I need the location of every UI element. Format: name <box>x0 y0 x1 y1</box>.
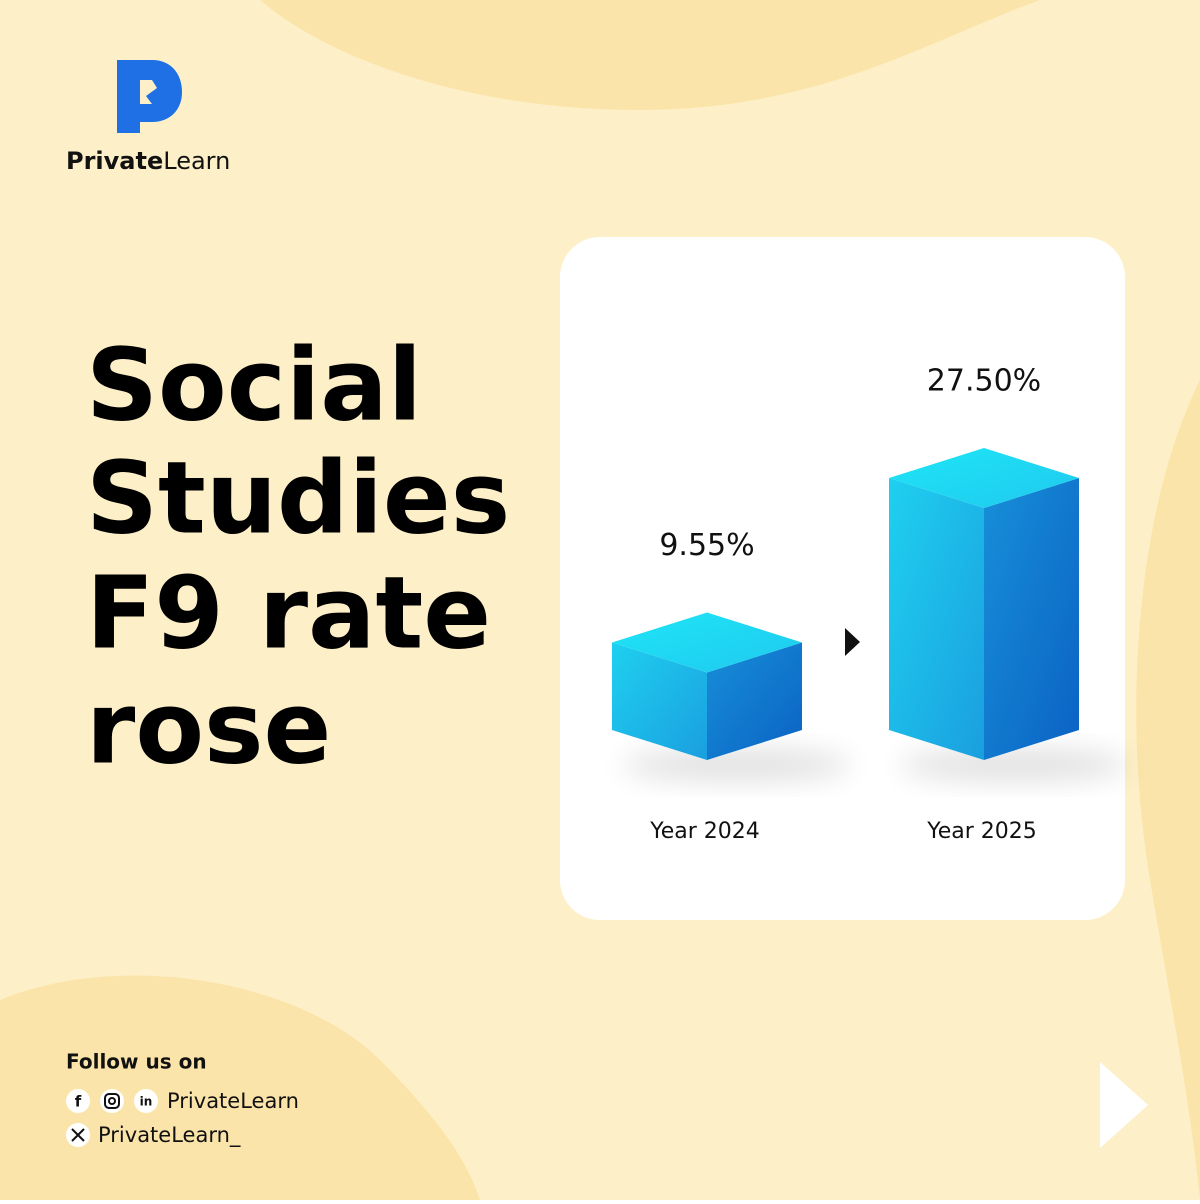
blob <box>260 0 1040 110</box>
headline-line: Studies <box>86 439 510 556</box>
x-handle: PrivateLearn_ <box>98 1123 241 1148</box>
follow-label: Follow us on <box>66 1050 207 1074</box>
bar-left-face <box>889 478 984 760</box>
arrow <box>845 628 860 656</box>
headline: Social Studies F9 rate rose <box>86 326 510 786</box>
bar-right-face <box>984 478 1079 760</box>
bar-top-face <box>612 612 802 673</box>
value-label: 9.55% <box>659 528 754 563</box>
headline-line: F9 rate <box>86 554 491 671</box>
bar-right-face <box>707 642 802 760</box>
blob <box>1136 380 1200 1200</box>
bar-shadow <box>899 749 1129 781</box>
value-label: 27.50% <box>927 364 1041 399</box>
bar <box>612 612 852 781</box>
next-arrow[interactable] <box>1100 1062 1148 1148</box>
svg-text:in: in <box>140 1095 153 1109</box>
chart: 9.55% Year 2024 27.50% Year 2025 <box>612 364 1129 844</box>
brand: PrivateLearn <box>66 147 230 175</box>
social-icons: f in <box>66 1089 158 1147</box>
bar-shadow <box>622 749 852 781</box>
category-label: Year 2024 <box>649 819 760 844</box>
category-label: Year 2025 <box>926 819 1037 844</box>
bar-top-face <box>889 448 1079 508</box>
headline-line: rose <box>86 669 331 786</box>
social-handle: PrivateLearn <box>167 1089 299 1113</box>
bar <box>889 448 1129 781</box>
blob <box>0 975 480 1200</box>
headline-line: Social <box>86 326 422 443</box>
bar-left-face <box>612 642 707 760</box>
logo <box>117 60 182 133</box>
svg-text:f: f <box>75 1093 82 1111</box>
